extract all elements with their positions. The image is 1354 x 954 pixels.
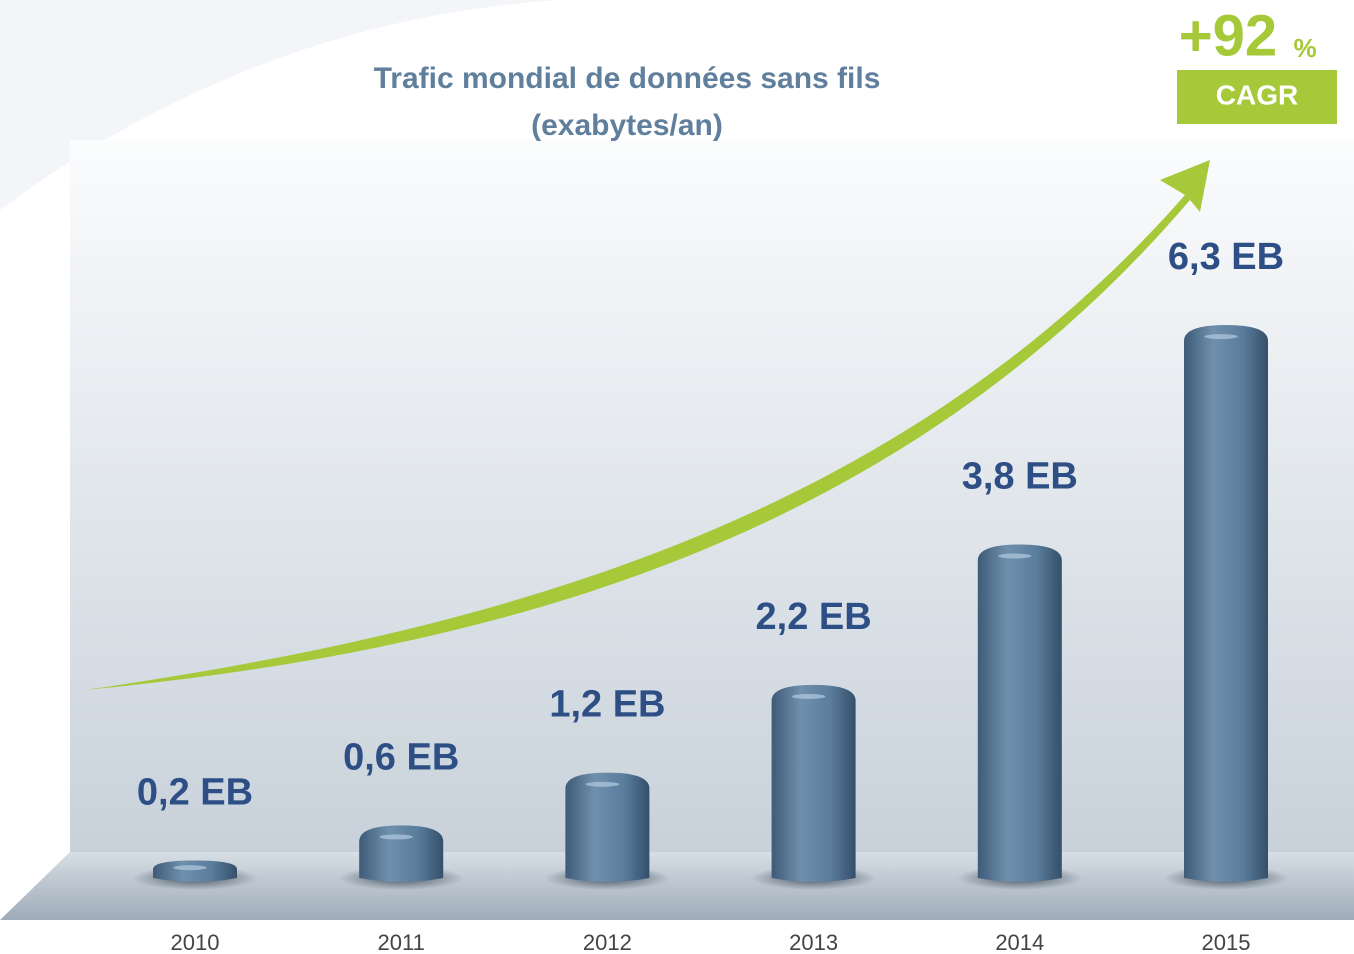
x-tick-label: 2015 — [1202, 930, 1251, 954]
value-label: 3,8 EB — [962, 455, 1078, 497]
bar-highlight — [379, 834, 414, 840]
badge-unit: % — [1293, 33, 1316, 63]
bar — [153, 860, 237, 882]
bar-highlight — [998, 553, 1032, 559]
bar-highlight — [173, 865, 207, 871]
value-label: 1,2 EB — [549, 684, 665, 726]
bar-highlight — [791, 693, 826, 699]
bar — [771, 684, 856, 882]
bar — [1184, 325, 1268, 882]
x-tick-label: 2014 — [995, 930, 1044, 954]
x-tick-label: 2012 — [583, 930, 632, 954]
x-tick-label: 2010 — [171, 930, 220, 954]
bars: 2010 0,2 EB 2011 0,6 EB 2012 1,2 EB 2013 2,2 EB… — [132, 236, 1289, 954]
backdrop — [70, 140, 1354, 852]
value-label: 0,2 EB — [137, 771, 253, 813]
badge-box — [1177, 70, 1337, 124]
bar-highlight — [1204, 334, 1238, 340]
bar — [565, 772, 650, 882]
value-label: 6,3 EB — [1168, 236, 1284, 278]
x-tick-label: 2013 — [789, 930, 838, 954]
value-label: 2,2 EB — [756, 596, 872, 638]
chart-subtitle: (exabytes/an) — [531, 109, 723, 142]
background-swoosh — [0, 0, 560, 210]
bar-highlight — [585, 781, 620, 787]
chart-title: Trafic mondial de données sans fils — [374, 62, 881, 95]
value-label: 0,6 EB — [343, 736, 459, 778]
badge-label: CAGR — [1216, 79, 1298, 110]
x-tick-label: 2011 — [378, 930, 425, 954]
bar — [359, 825, 444, 882]
bar — [977, 544, 1062, 882]
badge-number: +92 — [1179, 3, 1277, 68]
